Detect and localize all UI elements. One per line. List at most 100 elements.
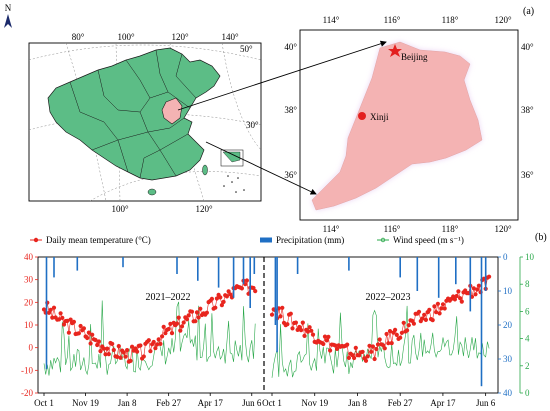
temperature-point xyxy=(399,330,404,335)
temperature-point xyxy=(123,354,128,359)
temperature-point xyxy=(130,344,135,349)
beijing-star-icon xyxy=(388,44,402,57)
zoom-arrow-top xyxy=(177,40,387,111)
x-tick-label: Oct 1 xyxy=(34,398,54,408)
temperature-point xyxy=(65,318,70,323)
chart-legend: Daily mean temperature (°C) Precipitatio… xyxy=(30,235,464,245)
temperature-point xyxy=(41,307,47,312)
temperature-point xyxy=(194,310,200,315)
precipitation-bar xyxy=(437,257,440,298)
precipitation-bar xyxy=(45,257,48,370)
svg-text:30°: 30° xyxy=(246,120,259,130)
temperature-point xyxy=(374,346,379,352)
y-precip-tick-label: 30 xyxy=(503,354,513,364)
temperature-point xyxy=(269,312,275,317)
precipitation-bar xyxy=(455,257,457,285)
china-lon-ticks-bottom: 100° 120° xyxy=(111,204,213,214)
y-left-tick-label: 40 xyxy=(24,252,34,262)
temperature-point xyxy=(393,327,398,332)
temperature-point xyxy=(365,354,370,359)
x-tick-label: Feb 27 xyxy=(156,398,181,408)
x-tick-label: Apr 17 xyxy=(430,398,456,408)
temperature-point xyxy=(278,314,283,319)
temperature-point xyxy=(375,342,381,347)
region-lon-ticks-top: 114° 116° 118° 120° xyxy=(323,15,512,25)
temperature-point xyxy=(176,315,181,320)
temperature-point xyxy=(280,305,285,310)
temperature-point xyxy=(103,352,108,357)
xinji-dot-icon xyxy=(358,112,366,120)
precipitation-bar xyxy=(122,257,124,268)
temperature-point xyxy=(487,274,492,279)
precipitation-bar xyxy=(217,257,220,288)
temperature-point xyxy=(476,283,481,288)
temperature-point xyxy=(437,311,442,316)
period-label-1: 2021–2022 xyxy=(146,292,191,303)
temperature-point xyxy=(454,293,459,299)
temperature-point xyxy=(118,355,123,360)
precipitation-bar xyxy=(76,257,79,271)
temperature-point xyxy=(442,306,447,311)
temperature-point xyxy=(326,334,331,339)
temperature-point xyxy=(309,328,314,333)
temperature-point xyxy=(435,301,440,306)
y-precip-tick-label: 10 xyxy=(503,286,513,296)
svg-text:36°: 36° xyxy=(521,170,534,180)
y-wind-tick-label: 6 xyxy=(525,306,530,316)
precipitation-bar xyxy=(197,257,199,281)
temperature-point xyxy=(363,358,369,363)
temperature-point xyxy=(471,286,476,291)
svg-text:120°: 120° xyxy=(494,15,512,25)
wind-speed-line xyxy=(43,300,256,376)
temperature-point xyxy=(244,278,249,283)
temperature-point xyxy=(50,315,55,320)
temperature-point xyxy=(98,349,103,354)
svg-text:Precipitation (mm): Precipitation (mm) xyxy=(276,235,344,245)
beijing-label: Beijing xyxy=(401,52,428,62)
temperature-point xyxy=(321,341,326,347)
precipitation-bar xyxy=(296,257,299,274)
temperature-point xyxy=(310,332,316,337)
temperature-point xyxy=(60,315,65,320)
temperature-point xyxy=(434,310,439,315)
precipitation-bar xyxy=(53,257,55,278)
x-tick-label: Nov 19 xyxy=(301,398,328,408)
x-tick-label: Nov 19 xyxy=(72,398,99,408)
temperature-point xyxy=(322,334,328,339)
temperature-point xyxy=(66,330,71,335)
series-layer xyxy=(41,257,492,387)
temperature-point xyxy=(377,337,382,342)
precipitation-bar xyxy=(274,257,277,325)
temperature-point xyxy=(189,309,195,314)
svg-text:118°: 118° xyxy=(442,224,459,234)
china-study-province xyxy=(161,97,183,125)
temperature-point xyxy=(95,342,100,348)
temperature-point xyxy=(346,355,351,360)
svg-text:100°: 100° xyxy=(111,204,129,214)
temperature-point xyxy=(430,318,435,323)
precipitation-bar xyxy=(416,257,419,291)
precipitation-bar xyxy=(484,257,487,291)
temperature-point xyxy=(193,319,198,324)
temperature-point xyxy=(105,346,110,351)
x-tick-label: Jun 6 xyxy=(476,398,496,408)
svg-text:40°: 40° xyxy=(521,42,534,52)
svg-text:140°: 140° xyxy=(221,32,239,42)
temperature-point xyxy=(405,328,410,333)
temperature-point xyxy=(285,322,290,327)
temperature-point xyxy=(204,310,209,315)
temperature-point xyxy=(394,332,399,337)
temperature-point xyxy=(85,335,90,341)
temperature-point xyxy=(386,341,391,346)
temperature-point xyxy=(406,323,411,328)
y-left-tick-label: 0 xyxy=(29,343,34,353)
panel-b-label: (b) xyxy=(535,232,547,243)
temperature-point xyxy=(110,341,115,346)
temperature-point xyxy=(158,341,163,346)
temperature-point xyxy=(101,346,106,351)
legend-item-precipitation: Precipitation (mm) xyxy=(260,235,344,245)
temperature-point xyxy=(353,345,358,350)
precipitation-bar xyxy=(276,257,278,353)
temperature-point xyxy=(224,294,229,299)
